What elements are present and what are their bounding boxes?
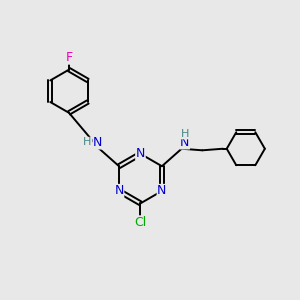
Text: H: H xyxy=(83,137,92,147)
Text: N: N xyxy=(180,136,190,149)
Text: Cl: Cl xyxy=(134,216,147,229)
Text: N: N xyxy=(157,184,167,197)
Text: F: F xyxy=(65,51,73,64)
Text: H: H xyxy=(181,129,189,139)
Text: N: N xyxy=(114,184,124,197)
Text: N: N xyxy=(136,147,145,160)
Text: N: N xyxy=(93,136,102,149)
